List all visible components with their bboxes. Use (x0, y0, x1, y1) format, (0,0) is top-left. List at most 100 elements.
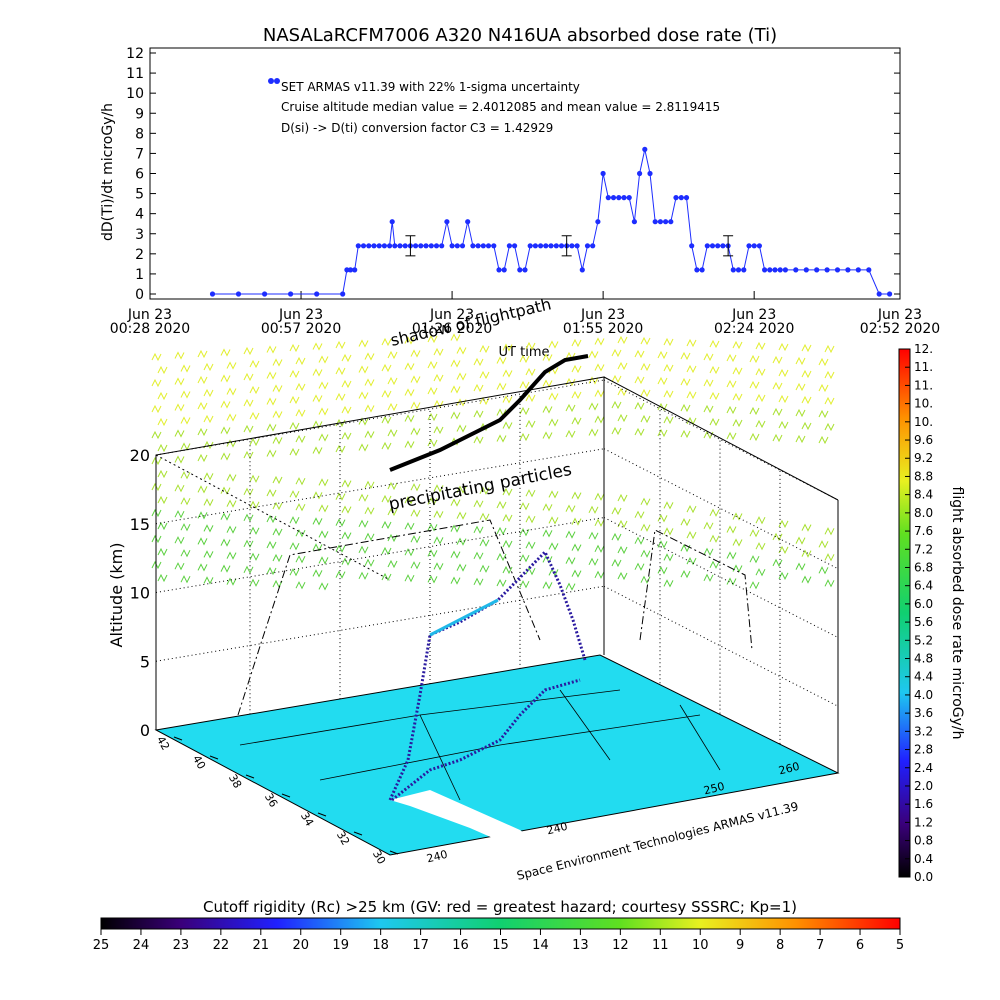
precip-dash (197, 485, 208, 494)
precip-dash (266, 345, 277, 354)
precip-dash (588, 428, 599, 437)
rigidity-tick-label: 11 (652, 938, 669, 953)
precip-dash (220, 512, 231, 521)
precip-dash (220, 374, 231, 383)
colorbar-tick-label: 4.0 (914, 688, 933, 702)
precip-dash (226, 413, 237, 422)
precip-dash (726, 551, 737, 560)
precip-dash (335, 444, 346, 454)
data-point (444, 219, 450, 225)
precip-dash (680, 351, 691, 361)
y-tick-label: 3 (135, 227, 144, 243)
data-point (209, 291, 216, 297)
data-point (626, 195, 632, 201)
precip-dash (456, 424, 467, 433)
precip-dash (571, 390, 582, 400)
data-point (418, 243, 424, 249)
data-point (762, 267, 768, 273)
precip-dash (542, 353, 553, 362)
data-point (480, 243, 486, 249)
precip-dash (433, 347, 444, 357)
data-point (470, 243, 476, 249)
data-point (621, 195, 627, 201)
precip-dash (749, 354, 760, 364)
precip-dash (726, 525, 737, 534)
precip-dash (272, 579, 283, 589)
annotation-conversion: D(si) -> D(ti) conversion factor C3 = 1.… (281, 121, 553, 135)
precip-dash (571, 338, 582, 348)
precip-dash (180, 416, 191, 425)
precip-dash (157, 417, 168, 427)
precip-dash (565, 530, 576, 539)
precip-dash (203, 524, 214, 533)
precip-dash (341, 405, 352, 415)
precip-dash (427, 438, 438, 448)
precip-dash (312, 543, 323, 552)
colorbar-tick-label: 8.0 (914, 506, 933, 520)
precip-dash (272, 475, 283, 485)
y-tick-label: 4 (135, 207, 144, 223)
colorbar-tick-label: 7.6 (914, 524, 933, 538)
x-tick-label: Jun 23 (429, 307, 474, 323)
precip-dash (473, 551, 484, 560)
precip-dash (680, 517, 691, 527)
precip-dash (335, 492, 346, 501)
precip-dash (404, 574, 415, 583)
precip-dash (657, 514, 668, 523)
precip-dash (312, 491, 323, 500)
precip-dash (565, 351, 576, 361)
precip-dash (795, 536, 806, 545)
precip-dash (151, 404, 162, 414)
precip-dash (151, 352, 162, 362)
colorbar-tick-label: 10. (914, 415, 933, 429)
lat-tick-mark (389, 850, 399, 855)
error-bars (405, 235, 734, 257)
precip-dash (381, 494, 392, 504)
dose-rate-colorbar: 0.0 0.4 0.8 1.2 1.6 2.0 2.4 2.8 3.2 3.6 4.0 4.4 4.8 5… (898, 342, 965, 884)
flightpath-shadow-left (237, 519, 541, 716)
data-point (501, 267, 507, 273)
precip-dash (726, 431, 737, 441)
precip-dash (312, 368, 323, 377)
data-point (720, 243, 726, 249)
precip-dash (617, 571, 628, 581)
precip-dash (709, 365, 720, 375)
precip-dash (502, 421, 513, 430)
altitude-gridline (155, 517, 605, 593)
data-point (485, 243, 492, 249)
colorbar-tick-label: 8.8 (914, 469, 933, 483)
precip-dash (709, 339, 720, 349)
precip-dash (778, 420, 789, 430)
precip-dash (266, 397, 277, 406)
precip-dash (318, 530, 329, 539)
precip-dash (295, 408, 306, 418)
precip-dash (404, 362, 415, 371)
precip-dash (341, 531, 352, 540)
precip-dash (548, 542, 559, 551)
precip-dash (410, 427, 421, 436)
precip-dash (502, 343, 513, 352)
precip-dash (594, 570, 605, 579)
data-point (491, 243, 497, 249)
y-tick-label: 7 (135, 146, 144, 162)
data-point (751, 243, 757, 249)
precip-dash (174, 377, 185, 386)
precip-dash (824, 527, 835, 536)
precip-dash (197, 349, 208, 359)
precip-dash (266, 540, 277, 550)
precip-dash (525, 419, 536, 429)
precip-dash (249, 552, 260, 561)
data-point (689, 243, 695, 249)
colorbar-tick-label: 11. (914, 360, 933, 374)
data-point (262, 291, 268, 297)
y-tick-label: 12 (126, 46, 144, 62)
precip-dash (801, 369, 812, 379)
precip-dash (818, 566, 829, 575)
y-tick-label: 11 (126, 66, 144, 82)
rigidity-tick-label: 25 (93, 938, 110, 953)
precip-dash (703, 352, 714, 362)
precip-dash (272, 384, 283, 393)
precip-dash (433, 484, 444, 493)
rigidity-tick-label: 24 (133, 938, 150, 953)
